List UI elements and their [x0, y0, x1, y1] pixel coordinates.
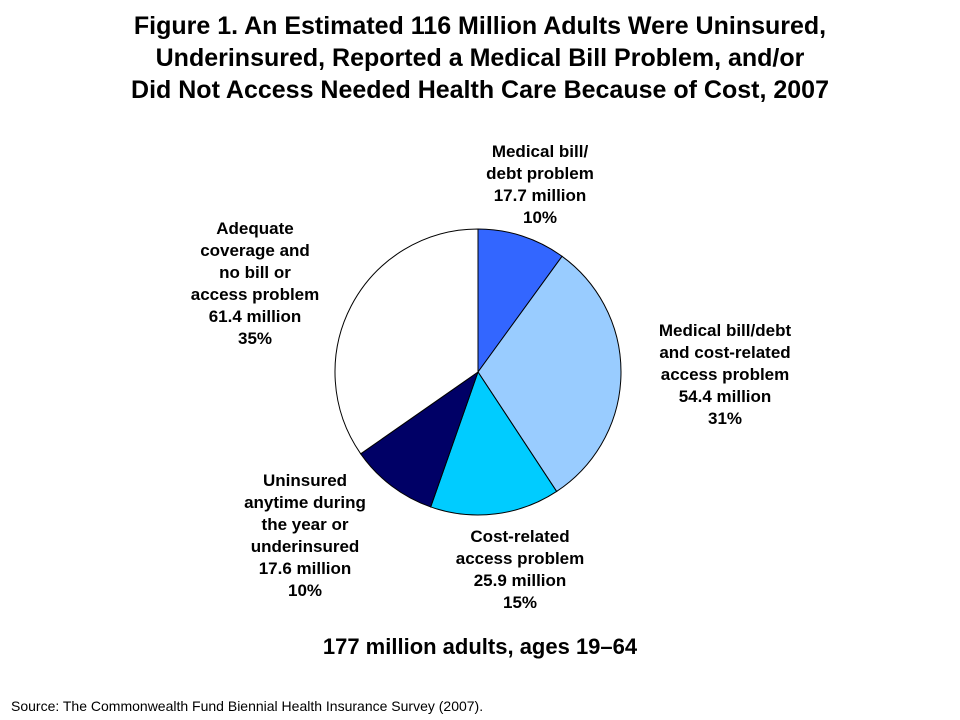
title-line-1: Figure 1. An Estimated 116 Million Adult… — [133, 12, 827, 40]
pie-slice-cost-access — [430, 370, 558, 516]
slice-value: 17.6 million — [258, 559, 352, 578]
title-line-3: Did Not Access Needed Health Care Becaus… — [131, 76, 829, 104]
slice-value: 17.7 million — [493, 186, 587, 205]
slice-percent: 10% — [287, 581, 323, 600]
chart-subtitle: 177 million adults, ages 19–64 — [322, 634, 638, 659]
slice-label-line: access problem — [660, 365, 790, 384]
slice-value: 54.4 million — [678, 387, 772, 406]
slice-label-adequate: Adequate coverage and no bill or access … — [155, 218, 355, 350]
slice-percent: 35% — [237, 329, 273, 348]
source-note: Source: The Commonwealth Fund Biennial H… — [11, 698, 484, 714]
slice-label-line: access problem — [455, 549, 585, 568]
slice-label-line: Cost-related — [470, 527, 570, 546]
slice-label-line: Adequate — [216, 219, 294, 238]
slice-label-bill-and-access: Medical bill/debt and cost-related acces… — [625, 320, 825, 430]
slice-label-line: Medical bill/ — [491, 142, 589, 161]
slice-label-line: underinsured — [250, 537, 360, 556]
slice-label-line: anytime during — [244, 493, 366, 512]
slice-value: 61.4 million — [208, 307, 302, 326]
slice-label-line: access problem — [190, 285, 320, 304]
slice-value: 25.9 million — [473, 571, 567, 590]
slice-label-line: Medical bill/debt — [658, 321, 792, 340]
slice-label-uninsured: Uninsured anytime during the year or und… — [205, 470, 405, 602]
title-line-2: Underinsured, Reported a Medical Bill Pr… — [155, 44, 805, 72]
pie-slice-adequate — [334, 228, 479, 455]
pie-slice-medical-bill — [477, 228, 563, 374]
slice-label-line: Uninsured — [262, 471, 348, 490]
slice-percent: 31% — [707, 409, 743, 428]
slice-label-line: and cost-related — [659, 343, 791, 362]
pie-slice-bill-and-access — [477, 255, 622, 493]
slice-percent: 10% — [522, 208, 558, 227]
slice-label-line: the year or — [261, 515, 349, 534]
slice-label-line: debt problem — [486, 164, 594, 183]
pie-slice-uninsured — [359, 370, 479, 508]
slice-label-line: coverage and — [200, 241, 310, 260]
slice-label-line: no bill or — [219, 263, 291, 282]
slice-percent: 15% — [502, 593, 538, 612]
chart-title: Figure 1. An Estimated 116 Million Adult… — [0, 10, 960, 106]
slice-label-cost-access: Cost-related access problem 25.9 million… — [420, 526, 620, 614]
slice-label-medical-bill: Medical bill/ debt problem 17.7 million … — [450, 141, 630, 229]
